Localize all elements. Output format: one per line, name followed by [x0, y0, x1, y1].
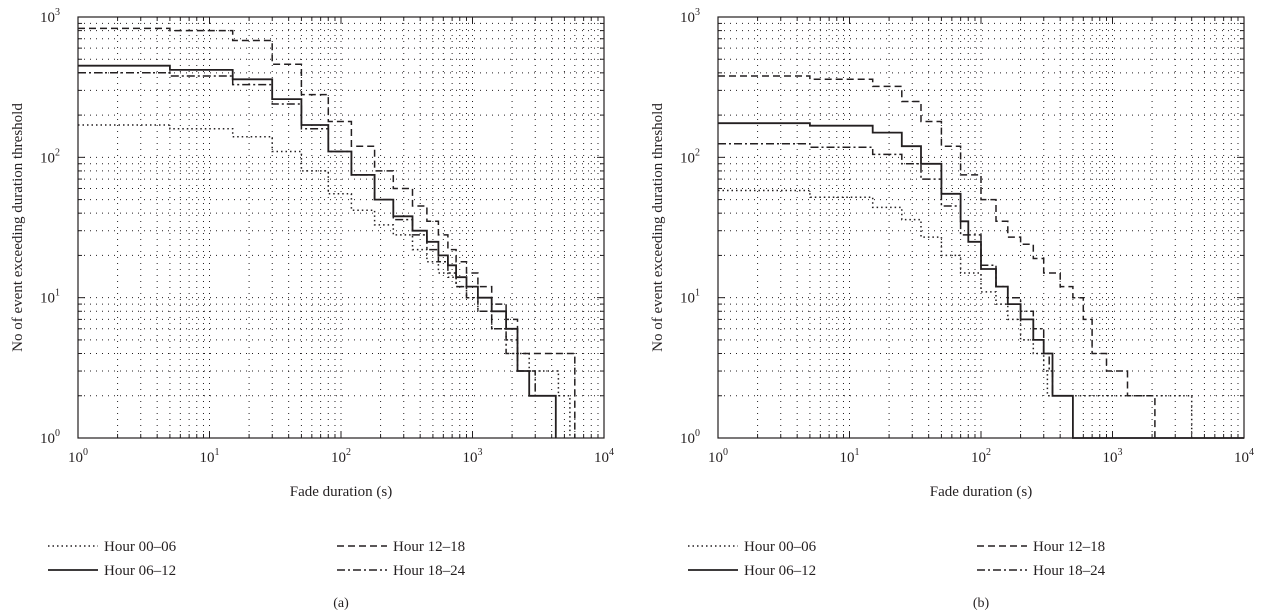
y-tick-label: 103 [680, 7, 700, 26]
x-tick-label: 104 [1234, 447, 1254, 466]
x-axis-label: Fade duration (s) [290, 484, 392, 500]
legend-item: Hour 18–24 [337, 563, 466, 579]
grid [718, 17, 1244, 438]
x-tick-label: 100 [708, 447, 728, 466]
series-line-dashdot [78, 72, 536, 396]
x-tick-label: 102 [971, 447, 991, 466]
legend-label: Hour 18–24 [1033, 563, 1106, 579]
series-line-dotted [78, 124, 571, 438]
legend-label: Hour 12–18 [1033, 539, 1105, 555]
legend-label: Hour 12–18 [393, 539, 465, 555]
legend-item: Hour 00–06 [48, 539, 177, 555]
legend-label: Hour 00–06 [744, 539, 817, 555]
chart-panel-b: 100 101 102 103 104 100 101 102 103 Fade duration… [650, 7, 1254, 611]
legend: Hour 00–06 Hour 06–12 Hour 12–18 Hour 18–24 [688, 539, 1106, 579]
series-group [718, 75, 1244, 439]
legend-item: Hour 06–12 [48, 563, 176, 579]
panel-caption: (b) [973, 596, 990, 611]
x-tick-label: 100 [68, 447, 88, 466]
plot-frame [717, 16, 1245, 439]
y-axis-label: No of event exceeding duration threshold [650, 103, 666, 352]
legend-item: Hour 12–18 [337, 539, 465, 555]
legend-label: Hour 00–06 [104, 539, 177, 555]
legend-item: Hour 00–06 [688, 539, 817, 555]
y-tick-label: 100 [40, 428, 60, 447]
y-tick-label: 101 [680, 288, 700, 307]
y-tick-label: 102 [680, 147, 700, 166]
y-tick-label: 101 [40, 288, 60, 307]
legend-item: Hour 12–18 [977, 539, 1105, 555]
legend-label: Hour 06–12 [104, 563, 176, 579]
grid [78, 17, 604, 438]
series-line-dotted [718, 189, 1193, 438]
legend-label: Hour 06–12 [744, 563, 816, 579]
x-tick-label: 101 [200, 447, 220, 466]
series-line-dashed [718, 75, 1156, 438]
x-tick-label: 103 [1103, 447, 1123, 466]
x-tick-label: 101 [840, 447, 860, 466]
plot-frame [77, 16, 605, 439]
chart-panel-a: 100 101 102 103 104 100 101 102 103 Fade duration… [10, 7, 614, 611]
x-axis-label: Fade duration (s) [930, 484, 1032, 500]
series-line-solid [718, 122, 1244, 439]
series-line-dashed [78, 27, 576, 438]
x-tick-label: 102 [331, 447, 351, 466]
legend: Hour 00–06 Hour 06–12 Hour 12–18 Hour 18–24 [48, 539, 466, 579]
y-axis-label: No of event exceeding duration threshold [10, 103, 26, 352]
y-tick-label: 100 [680, 428, 700, 447]
x-tick-label: 103 [463, 447, 483, 466]
legend-item: Hour 06–12 [688, 563, 816, 579]
legend-item: Hour 18–24 [977, 563, 1106, 579]
series-line-solid [78, 64, 557, 438]
panel-caption: (a) [333, 596, 349, 611]
y-tick-label: 102 [40, 147, 60, 166]
series-group [78, 27, 576, 438]
y-tick-label: 103 [40, 7, 60, 26]
x-tick-label: 104 [594, 447, 614, 466]
legend-label: Hour 18–24 [393, 563, 466, 579]
